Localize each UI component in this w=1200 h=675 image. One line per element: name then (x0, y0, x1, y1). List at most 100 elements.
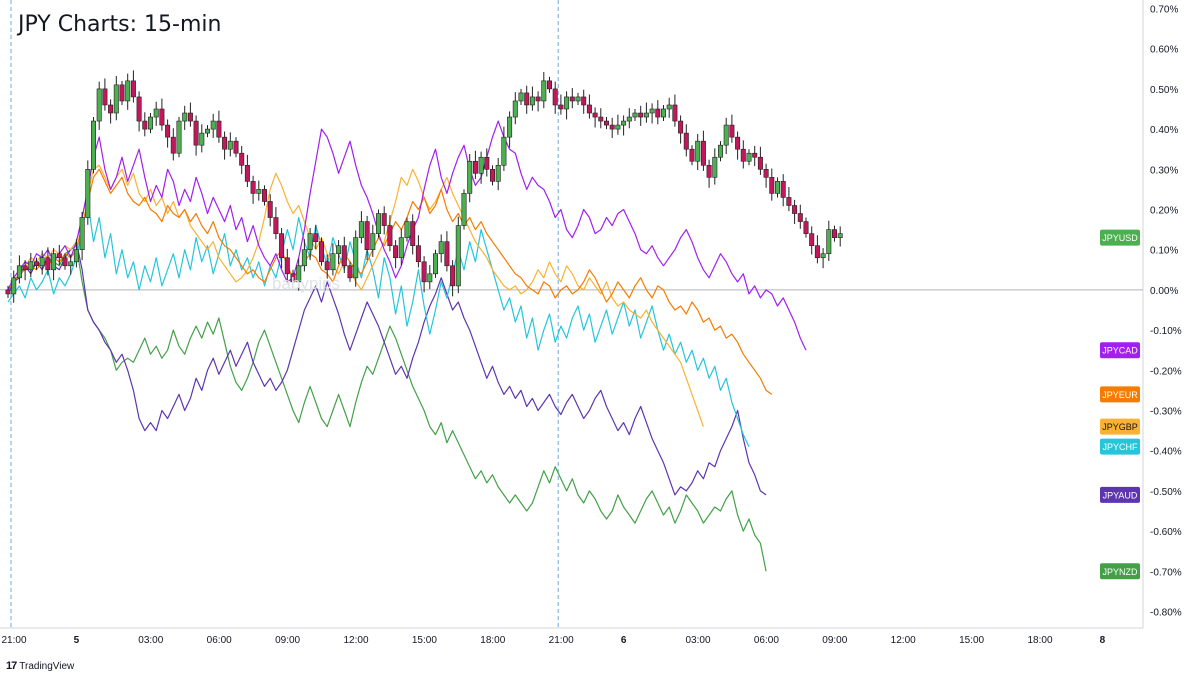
candle-body (717, 144, 723, 158)
candle (564, 91, 570, 120)
jpyusd-candles (5, 70, 843, 303)
label-jpyaud: JPYAUD (1100, 486, 1140, 503)
candle-body (643, 112, 649, 118)
x-tick-label: 21:00 (1, 635, 26, 646)
label-badge (1100, 563, 1140, 580)
candle (535, 91, 541, 112)
candle (318, 237, 324, 266)
candle (233, 137, 239, 158)
candle (546, 76, 552, 93)
candle (108, 99, 114, 124)
candle-body (700, 140, 706, 166)
candle (837, 226, 843, 247)
candle-body (592, 112, 598, 118)
candle (626, 108, 632, 129)
series-labels: JPYUSD JPYCAD JPYEUR JPYGBP JPYCHF JPYAUD JPYN… (1100, 229, 1140, 580)
candle (723, 117, 729, 155)
candle (381, 206, 387, 235)
candle-body (85, 169, 91, 218)
candle-body (239, 152, 245, 166)
candle-body (615, 124, 621, 130)
candle-body (774, 181, 780, 194)
candle-body (62, 257, 68, 267)
candle-body (330, 253, 336, 271)
candle-body (290, 273, 296, 283)
candle-body (581, 96, 587, 106)
candle (387, 215, 393, 252)
y-tick-label: 0.10% (1150, 246, 1178, 257)
x-axis[interactable]: 21:00 5 03:00 06:00 09:00 12:00 15:00 18:00 21:0… (1, 635, 1105, 646)
candle (358, 211, 364, 244)
candle-body (256, 189, 262, 194)
candle-body (273, 217, 279, 234)
candle (774, 177, 780, 198)
candle-body (16, 265, 22, 279)
candle-body (296, 265, 302, 283)
candle-body (609, 124, 615, 130)
candle (205, 125, 211, 138)
candle (159, 98, 165, 131)
candle (598, 108, 604, 129)
y-axis[interactable]: 0.70% 0.60% 0.50% 0.40% 0.30% 0.20% 0.10% 0.00%… (1150, 5, 1182, 619)
candle-body (501, 136, 507, 166)
candle (79, 211, 85, 261)
candle (740, 140, 746, 169)
candle (780, 174, 786, 207)
candle (638, 105, 644, 126)
x-tick-label: 03:00 (685, 635, 710, 646)
y-tick-label: 0.30% (1150, 165, 1178, 176)
candle-body (444, 241, 450, 267)
candle (507, 111, 513, 148)
candle-body (341, 245, 347, 267)
candle-body (689, 148, 695, 162)
y-tick-label: -0.30% (1150, 407, 1182, 418)
candle-body (729, 124, 735, 138)
y-tick-label: -0.10% (1150, 326, 1182, 337)
label-text: JPYEUR (1102, 390, 1138, 400)
candle (792, 199, 798, 224)
candle-body (495, 164, 501, 182)
candle (569, 88, 575, 109)
candle-body (632, 112, 638, 118)
candle (296, 258, 302, 291)
candle-body (170, 136, 176, 154)
candle (746, 149, 752, 166)
candle-body (712, 156, 718, 178)
label-badge (1100, 486, 1140, 503)
candle (398, 228, 404, 265)
candle (210, 113, 216, 138)
candle-body (603, 120, 609, 126)
x-tick-label: 18:00 (1027, 635, 1052, 646)
label-text: JPYGBP (1102, 422, 1138, 432)
series-line-jpyeur (7, 168, 773, 395)
candle-body (678, 120, 684, 134)
candle-body (102, 88, 108, 106)
candle (472, 150, 478, 179)
candle-body (398, 237, 404, 259)
candle (432, 249, 438, 278)
tradingview-brand[interactable]: 17 TradingView (6, 660, 74, 672)
candle (809, 226, 815, 255)
candle-body (820, 253, 826, 259)
candle (695, 133, 701, 171)
candle-body (706, 164, 712, 178)
candle (467, 154, 473, 203)
candle (330, 243, 336, 276)
candle-body (45, 257, 51, 271)
x-tick-label: 12:00 (891, 635, 916, 646)
candle (672, 94, 678, 127)
candle-body (119, 84, 125, 102)
candle-body (552, 88, 558, 106)
candle-body (752, 152, 758, 158)
candle-body (427, 273, 433, 283)
candle-body (769, 177, 775, 194)
candle (404, 217, 410, 242)
candle (239, 145, 245, 175)
candle (250, 175, 256, 204)
candle (324, 254, 330, 279)
candle-body (638, 112, 644, 118)
candle (227, 132, 233, 157)
x-tick-label: 5 (74, 635, 80, 646)
candle-body (5, 289, 11, 295)
